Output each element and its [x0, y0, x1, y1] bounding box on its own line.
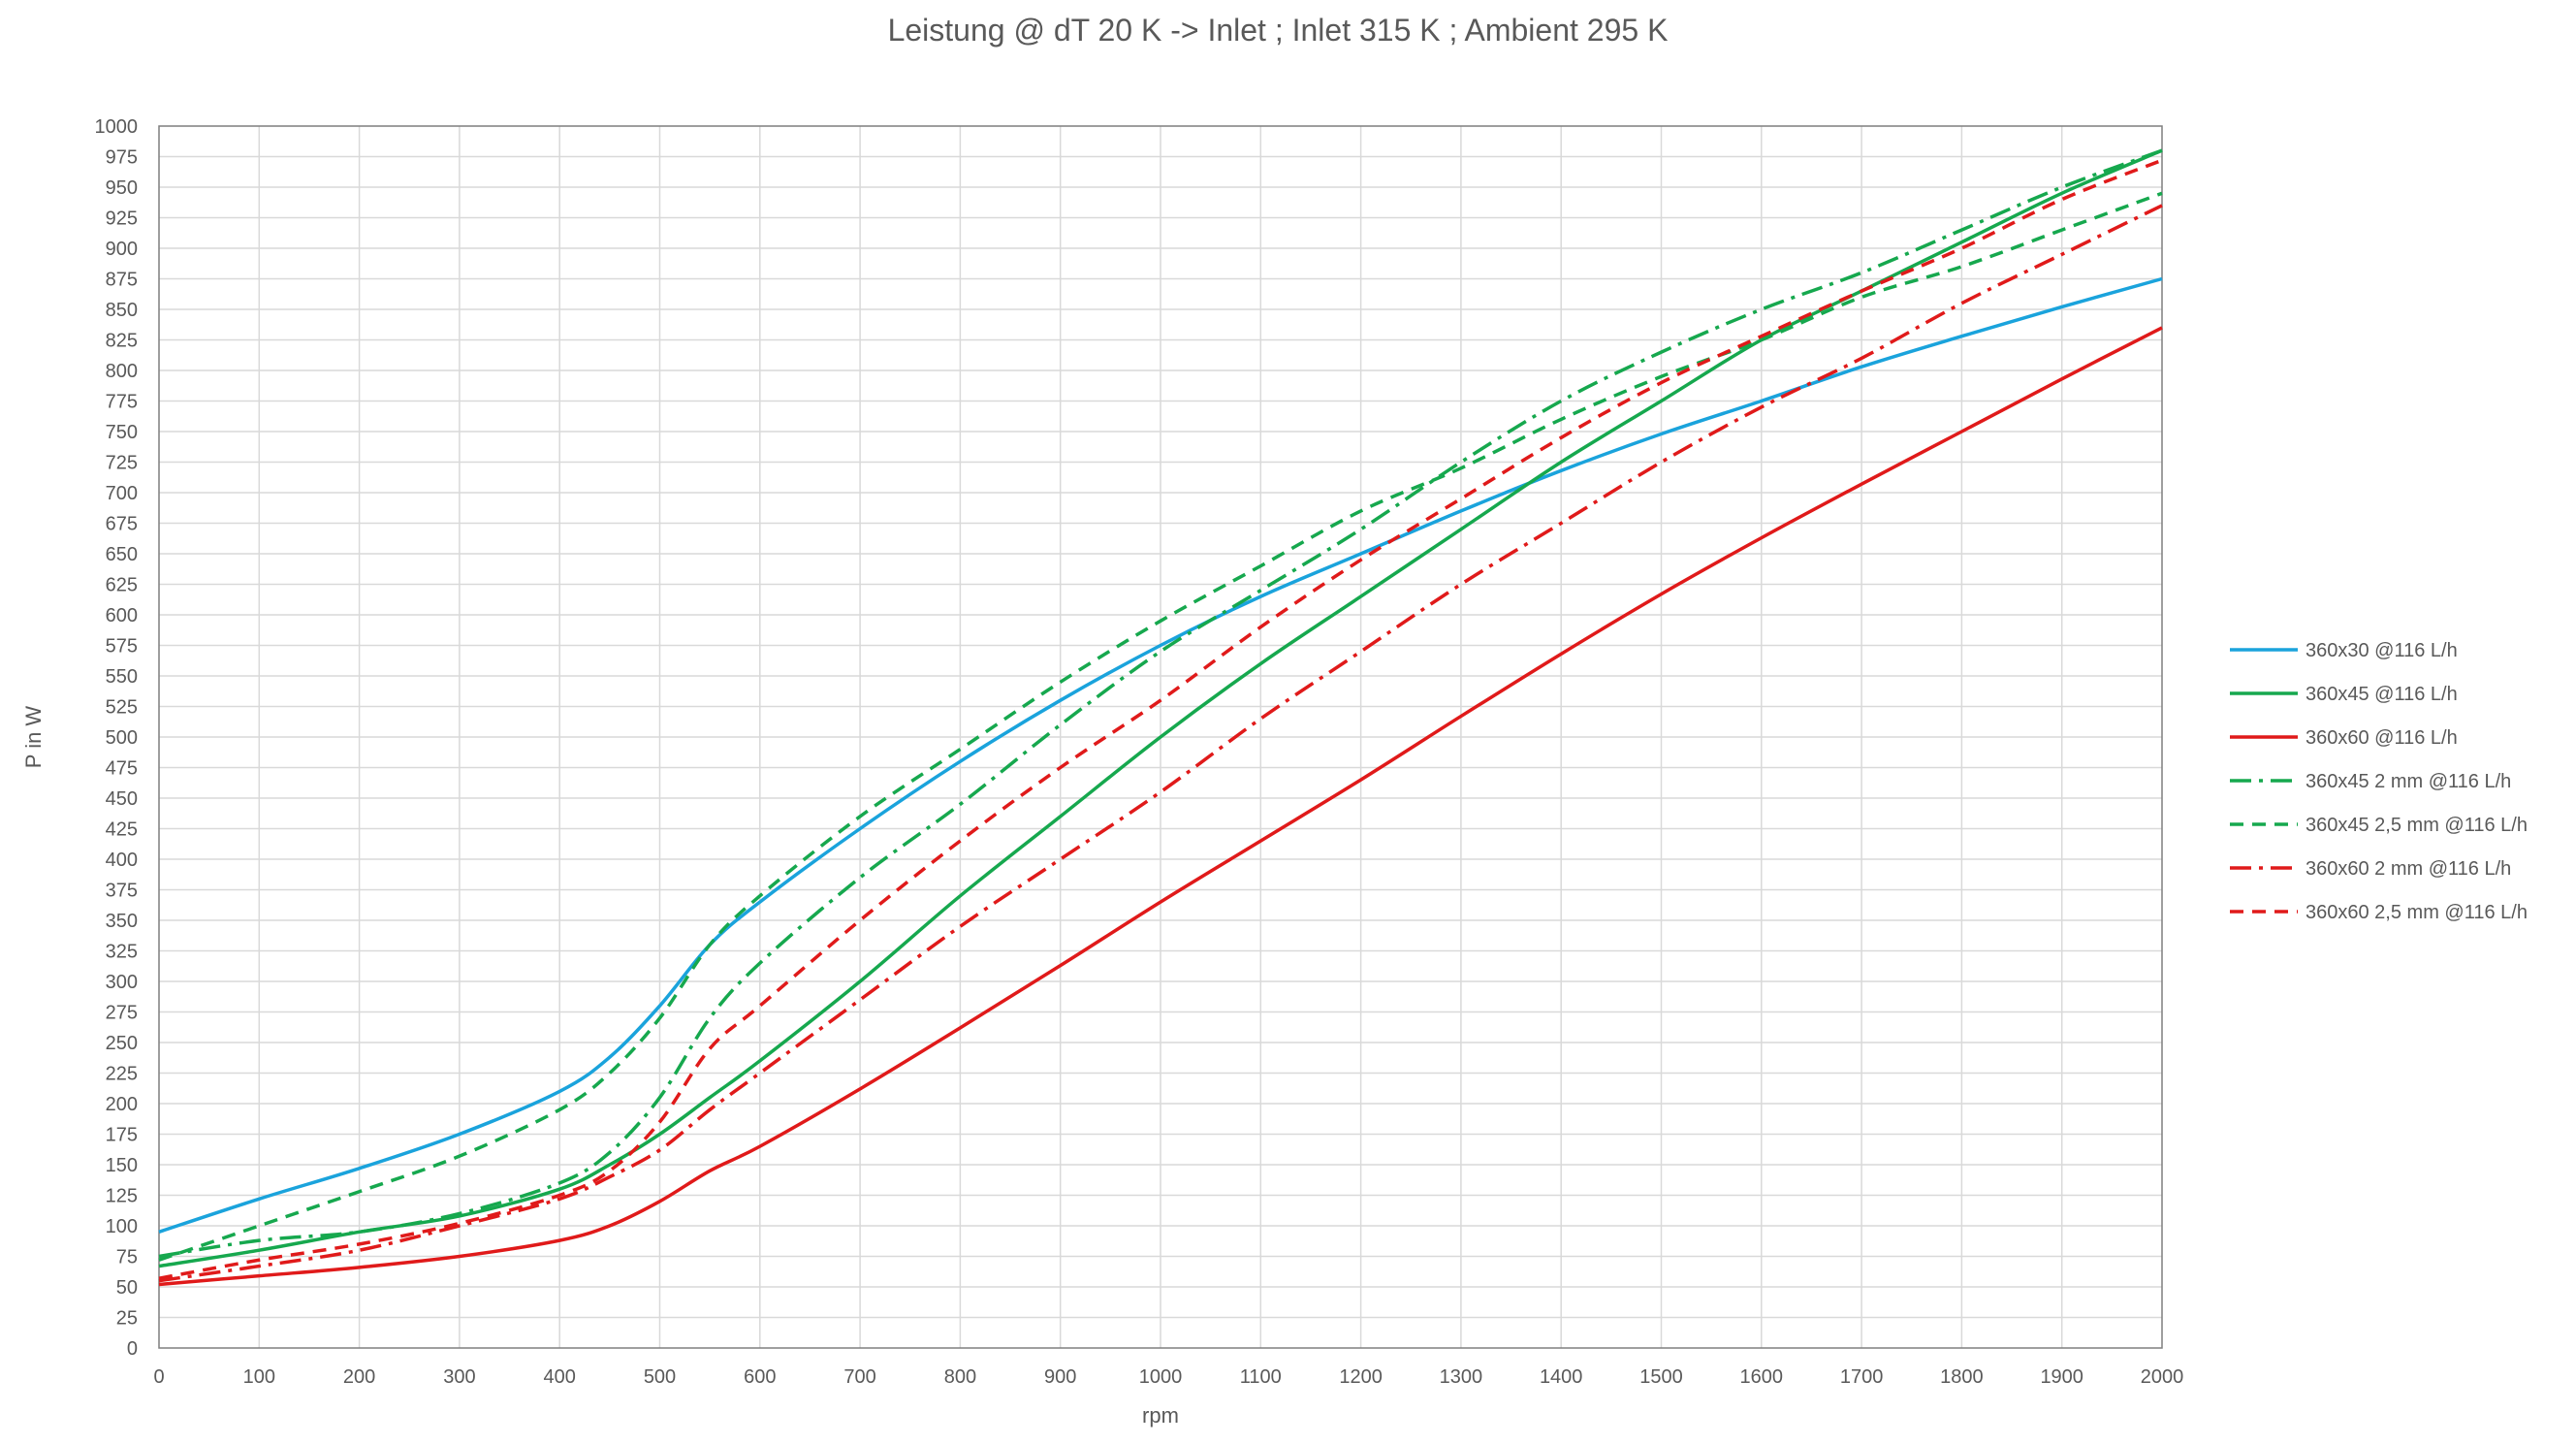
y-tick-label: 725	[106, 453, 138, 474]
x-axis-title: rpm	[1142, 1403, 1179, 1428]
series-line-4	[158, 148, 2163, 1259]
y-tick-label: 625	[106, 575, 138, 596]
legend-label: 360x45 2 mm @116 L/h	[2306, 771, 2511, 792]
x-axis-ticks: 0 100 200 300 400 500 600 700 800 900 1000 1100 1200…	[153, 1366, 2183, 1388]
y-tick-label: 175	[106, 1125, 138, 1146]
plot-border	[158, 125, 2163, 1349]
y-tick-label: 850	[106, 300, 138, 321]
y-tick-label: 800	[106, 361, 138, 382]
legend-label: 360x60 2,5 mm @116 L/h	[2306, 902, 2528, 923]
x-tick-label: 500	[644, 1366, 676, 1388]
x-tick-label: 1200	[1339, 1366, 1383, 1388]
y-tick-label: 0	[127, 1338, 138, 1360]
x-tick-label: 800	[944, 1366, 976, 1388]
x-tick-label: 1500	[1639, 1366, 1683, 1388]
x-tick-label: 1900	[2040, 1366, 2083, 1388]
y-tick-label: 675	[106, 514, 138, 535]
y-tick-label: 425	[106, 819, 138, 841]
y-tick-label: 475	[106, 758, 138, 780]
y-tick-label: 775	[106, 392, 138, 413]
y-tick-label: 500	[106, 727, 138, 749]
y-tick-label: 825	[106, 331, 138, 352]
x-tick-label: 1800	[1940, 1366, 1984, 1388]
x-tick-label: 1600	[1740, 1366, 1784, 1388]
legend-label: 360x45 2,5 mm @116 L/h	[2306, 815, 2528, 836]
series-line-3	[158, 326, 2163, 1287]
y-tick-label: 225	[106, 1064, 138, 1085]
x-tick-label: 1000	[1139, 1366, 1183, 1388]
legend-label: 360x60 @116 L/h	[2306, 727, 2458, 749]
x-tick-label: 1100	[1240, 1366, 1282, 1388]
gridlines	[159, 126, 2162, 1348]
legend-label: 360x60 2 mm @116 L/h	[2306, 858, 2511, 880]
y-tick-label: 575	[106, 636, 138, 658]
y-tick-label: 525	[106, 697, 138, 719]
x-tick-label: 300	[443, 1366, 475, 1388]
y-tick-label: 750	[106, 422, 138, 443]
y-tick-label: 400	[106, 850, 138, 871]
y-tick-label: 300	[106, 972, 138, 993]
y-tick-label: 75	[116, 1247, 138, 1268]
y-tick-label: 900	[106, 239, 138, 260]
y-tick-label: 350	[106, 911, 138, 932]
y-tick-label: 25	[116, 1308, 138, 1330]
y-tick-label: 550	[106, 666, 138, 688]
y-tick-label: 375	[106, 881, 138, 902]
x-tick-label: 200	[343, 1366, 375, 1388]
x-tick-label: 900	[1044, 1366, 1076, 1388]
y-tick-label: 700	[106, 483, 138, 504]
x-tick-label: 600	[744, 1366, 776, 1388]
series-line-6	[158, 204, 2163, 1283]
y-tick-label: 450	[106, 788, 138, 810]
y-tick-label: 100	[106, 1216, 138, 1237]
y-tick-label: 875	[106, 270, 138, 291]
series-line-7	[158, 158, 2163, 1280]
x-tick-label: 1700	[1840, 1366, 1884, 1388]
chart-title: Leistung @ dT 20 K -> Inlet ; Inlet 315 …	[888, 13, 1669, 48]
legend-label: 360x45 @116 L/h	[2306, 684, 2458, 705]
y-tick-label: 650	[106, 544, 138, 565]
y-tick-label: 975	[106, 147, 138, 169]
y-tick-label: 325	[106, 942, 138, 963]
y-tick-label: 275	[106, 1003, 138, 1024]
x-tick-label: 2000	[2141, 1366, 2184, 1388]
y-tick-label: 950	[106, 177, 138, 199]
x-tick-label: 100	[243, 1366, 275, 1388]
series-lines	[158, 148, 2163, 1287]
x-tick-label: 1300	[1440, 1366, 1483, 1388]
x-tick-label: 0	[153, 1366, 164, 1388]
legend-label: 360x30 @116 L/h	[2306, 640, 2458, 661]
y-tick-label: 200	[106, 1094, 138, 1115]
y-tick-label: 1000	[95, 116, 139, 138]
y-tick-label: 250	[106, 1033, 138, 1054]
y-axis-title: P in W	[21, 706, 46, 769]
x-tick-label: 400	[544, 1366, 576, 1388]
y-tick-label: 125	[106, 1186, 138, 1207]
x-tick-label: 700	[843, 1366, 875, 1388]
y-axis-ticks: 0 25 50 75 100 125 150 175 200 225 250 275 300 325 350…	[95, 116, 139, 1360]
y-tick-label: 50	[116, 1277, 138, 1299]
x-tick-label: 1400	[1540, 1366, 1583, 1388]
y-tick-label: 925	[106, 209, 138, 230]
y-tick-label: 600	[106, 605, 138, 626]
legend: 360x30 @116 L/h 360x45 @116 L/h 360x60 @11…	[2230, 640, 2528, 923]
y-tick-label: 150	[106, 1155, 138, 1176]
